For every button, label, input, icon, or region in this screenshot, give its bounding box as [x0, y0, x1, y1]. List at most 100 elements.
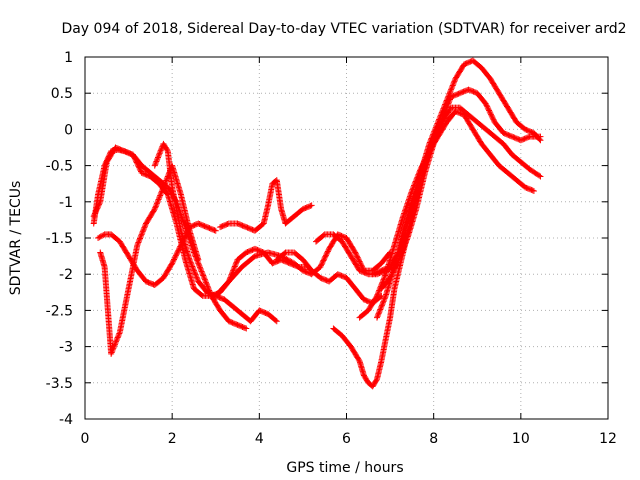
data-point [153, 158, 160, 165]
data-point [114, 335, 121, 342]
data-point [151, 162, 158, 169]
data-point [197, 265, 204, 272]
data-point [198, 292, 205, 299]
data-point [137, 167, 144, 174]
data-point [156, 193, 163, 200]
data-point [184, 228, 191, 235]
data-point [243, 325, 250, 332]
data-point [142, 221, 149, 228]
data-point [377, 305, 384, 312]
data-point [92, 209, 99, 216]
data-point [194, 275, 201, 282]
data-point [139, 230, 146, 237]
data-point [164, 146, 171, 153]
data-point [95, 235, 102, 241]
data-point [156, 150, 163, 157]
data-point [110, 344, 117, 351]
data-point [113, 337, 120, 344]
data-point [184, 229, 191, 236]
data-point [321, 256, 328, 263]
data-point [160, 182, 167, 189]
y-tick-label: -2 [59, 267, 73, 283]
data-point [392, 264, 399, 271]
y-tick-label: -1.5 [46, 231, 73, 247]
data-point [446, 97, 453, 104]
data-point [395, 258, 402, 265]
data-point [536, 172, 543, 179]
data-point [381, 273, 388, 280]
data-point [490, 116, 497, 123]
data-point [484, 104, 491, 111]
data-point [483, 102, 490, 109]
data-point [364, 270, 371, 277]
data-point [172, 253, 179, 260]
data-point [138, 232, 145, 239]
data-point [398, 249, 405, 256]
data-point [449, 83, 456, 90]
y-tick-label: -3.5 [46, 376, 73, 392]
data-point [537, 173, 544, 180]
data-point [396, 255, 403, 262]
data-point [158, 189, 165, 196]
data-point [322, 252, 329, 259]
data-point [155, 154, 162, 161]
data-point [447, 87, 454, 94]
data-point [90, 213, 97, 220]
data-point [380, 299, 387, 306]
data-point [432, 135, 439, 142]
data-point [94, 205, 101, 212]
data-point [140, 225, 147, 232]
data-point [447, 89, 454, 96]
data-point [188, 262, 195, 269]
data-series [97, 162, 202, 357]
data-point [435, 128, 442, 135]
data-point [430, 140, 437, 147]
data-point [187, 258, 194, 265]
data-point [196, 263, 203, 270]
data-point [193, 274, 200, 281]
chart-grid [85, 57, 608, 419]
y-tick-label: -3 [59, 340, 73, 356]
data-point [137, 234, 144, 241]
data-point [376, 309, 383, 316]
chart-marks [90, 57, 544, 390]
data-point [322, 253, 329, 260]
data-point [110, 345, 117, 352]
data-point [189, 263, 196, 270]
data-point [281, 250, 288, 257]
data-point [355, 356, 362, 363]
data-point [378, 302, 385, 309]
data-point [135, 239, 142, 246]
data-point [116, 330, 123, 337]
data-point [451, 77, 458, 84]
data-point [435, 130, 442, 137]
data-point [139, 228, 146, 235]
data-point [200, 272, 207, 279]
data-series [378, 104, 544, 292]
data-point [374, 292, 381, 299]
data-point [91, 211, 98, 218]
data-point [447, 96, 454, 103]
data-point [231, 263, 238, 270]
data-point [352, 249, 359, 256]
data-point [389, 269, 396, 276]
data-point [157, 149, 164, 156]
x-tick-label: 0 [81, 431, 90, 447]
data-point [393, 260, 400, 267]
data-point [377, 306, 384, 313]
data-point [324, 249, 331, 256]
data-point [152, 159, 159, 166]
data-point [157, 192, 164, 199]
data-point [375, 311, 382, 318]
data-point [195, 261, 202, 268]
data-point [485, 106, 492, 113]
data-point [242, 324, 249, 331]
data-point [113, 338, 120, 345]
data-point [387, 274, 394, 281]
data-point [353, 252, 360, 259]
data-point [355, 255, 362, 262]
data-point [138, 231, 145, 238]
data-point [375, 290, 382, 297]
data-point [169, 260, 176, 267]
data-point [93, 208, 100, 215]
